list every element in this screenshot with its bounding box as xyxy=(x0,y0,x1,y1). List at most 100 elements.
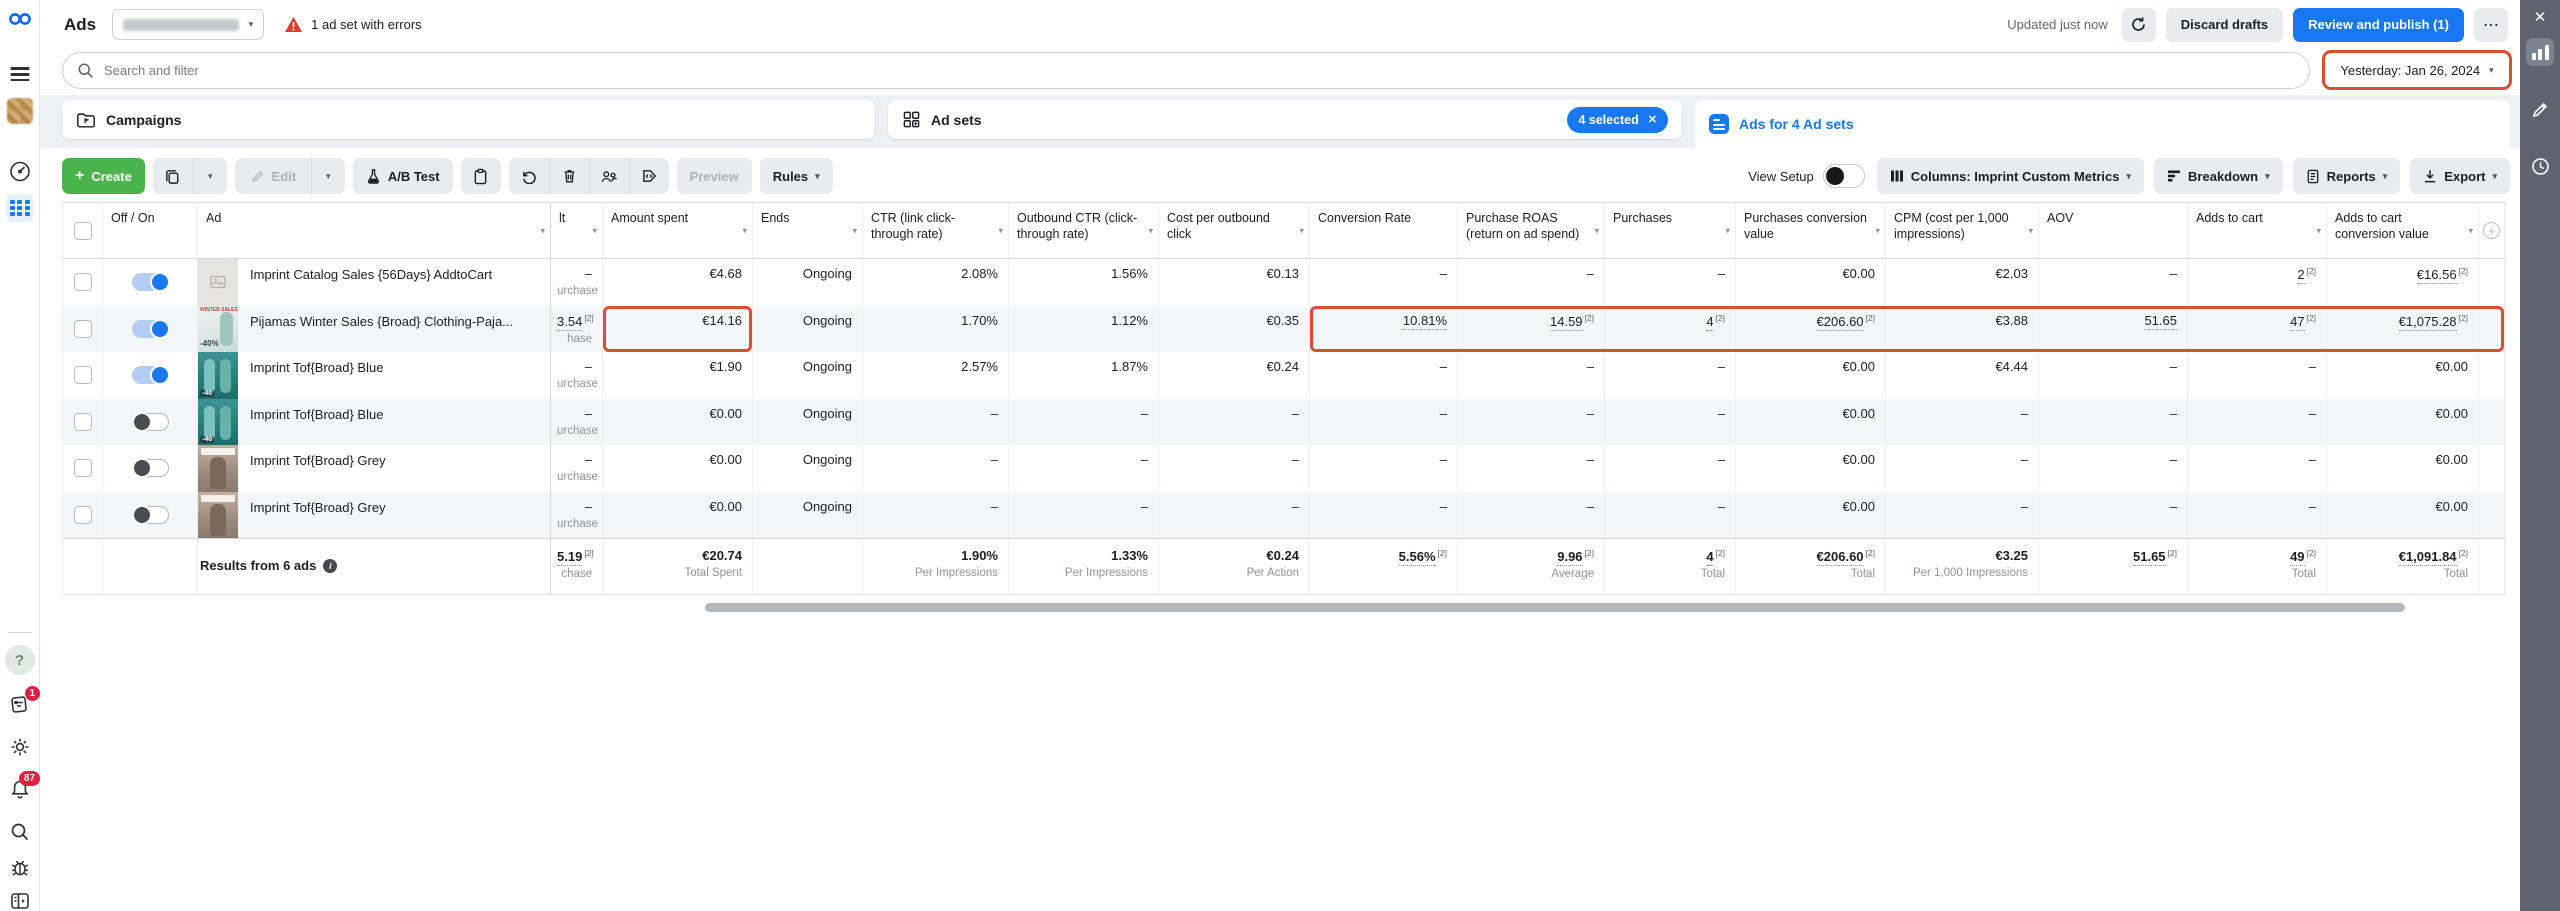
close-icon[interactable]: ✕ xyxy=(2533,9,2547,26)
ad-name[interactable]: Imprint Tof{Broad} Grey xyxy=(250,499,386,515)
metric-value[interactable]: 4 xyxy=(1706,549,1714,567)
header-cell-ctr[interactable]: CTR (link click-through rate) ▾ xyxy=(863,203,1009,258)
clear-selection-icon[interactable]: ✕ xyxy=(1647,114,1657,126)
reports-button[interactable]: Reports ▾ xyxy=(2292,158,2401,194)
collapse-panel-icon[interactable] xyxy=(9,891,31,911)
header-cell-cpm[interactable]: CPM (cost per 1,000 impressions) ▾ xyxy=(1886,203,2039,258)
preview-button[interactable]: Preview xyxy=(676,158,752,194)
header-cell-amount[interactable]: Amount spent ▾ xyxy=(603,203,753,258)
tab-campaigns[interactable]: Campaigns xyxy=(62,100,875,139)
ad-name[interactable]: Imprint Tof{Broad} Blue xyxy=(250,406,384,422)
sort-chevron-icon[interactable]: ▾ xyxy=(1148,224,1153,235)
sort-chevron-icon[interactable]: ▾ xyxy=(2028,224,2033,235)
row-checkbox[interactable] xyxy=(73,459,92,478)
metric-value[interactable]: €206.60 xyxy=(1816,549,1864,567)
tab-ad-sets[interactable]: Ad sets 4 selected ✕ xyxy=(888,100,1682,139)
add-column-icon[interactable]: + xyxy=(2483,222,2500,239)
campaigns-nav-icon[interactable] xyxy=(5,194,34,222)
ad-thumbnail[interactable]: -40 xyxy=(198,352,238,399)
create-button[interactable]: + Create xyxy=(62,158,145,194)
metric-value[interactable]: 51.65 xyxy=(2133,549,2166,567)
updates-icon[interactable]: 1 xyxy=(9,686,40,715)
sort-chevron-icon[interactable]: ▾ xyxy=(1594,224,1599,235)
header-cell-ad[interactable]: Ad ▾ xyxy=(198,203,551,258)
header-cell-adds_to_cart[interactable]: Adds to cart ▾ xyxy=(2188,203,2327,258)
header-cell-cut[interactable]: lt ▾ xyxy=(551,203,603,258)
menu-icon[interactable] xyxy=(10,64,29,85)
metric-value[interactable]: €206.60 xyxy=(1816,313,1864,331)
account-overview-icon[interactable] xyxy=(8,160,31,183)
header-cell-roas[interactable]: Purchase ROAS (return on ad spend) ▾ xyxy=(1458,203,1605,258)
more-options-button[interactable]: ⋯ xyxy=(2474,7,2508,42)
header-cell-adds_value[interactable]: Adds to cart conversion value ▾ xyxy=(2327,203,2479,258)
metric-value[interactable]: 5.19 xyxy=(557,549,583,567)
metric-value[interactable]: 3.54 xyxy=(557,313,583,331)
sort-chevron-icon[interactable]: ▾ xyxy=(2468,224,2473,235)
header-cell-purchases_value[interactable]: Purchases conversion value ▾ xyxy=(1736,203,1886,258)
metric-value[interactable]: 10.81% xyxy=(1402,312,1447,330)
delete-button[interactable] xyxy=(548,158,589,194)
history-clock-icon[interactable] xyxy=(2530,156,2551,177)
ad-name[interactable]: Imprint Tof{Broad} Grey xyxy=(250,453,386,468)
ad-thumbnail[interactable] xyxy=(198,491,238,538)
metric-value[interactable]: €1,075.28 xyxy=(2398,313,2457,331)
header-cell-outbound_ctr[interactable]: Outbound CTR (click-through rate) ▾ xyxy=(1009,203,1159,258)
metric-value[interactable]: 49 xyxy=(2290,549,2305,567)
sort-chevron-icon[interactable]: ▾ xyxy=(592,224,597,235)
info-icon[interactable]: i xyxy=(323,558,338,573)
metric-value[interactable]: 47 xyxy=(2290,313,2305,331)
undo-button[interactable] xyxy=(509,158,549,194)
review-publish-button[interactable]: Review and publish (1) xyxy=(2293,7,2464,42)
header-checkbox[interactable] xyxy=(73,221,92,240)
header-cell-aov[interactable]: AOV xyxy=(2039,203,2188,258)
sort-chevron-icon[interactable]: ▾ xyxy=(742,224,747,235)
notifications-bell-icon[interactable]: 87 xyxy=(9,771,40,800)
ad-thumbnail[interactable]: WINTER SALES -40% xyxy=(198,305,238,352)
ad-name[interactable]: Pijamas Winter Sales {Broad} Clothing-Pa… xyxy=(250,313,514,329)
edit-panel-icon[interactable] xyxy=(2530,100,2550,120)
breakdown-button[interactable]: Breakdown ▾ xyxy=(2154,158,2283,194)
refresh-button[interactable] xyxy=(2121,7,2156,42)
selected-filter-pill[interactable]: 4 selected ✕ xyxy=(1567,106,1668,133)
audience-button[interactable] xyxy=(588,158,629,194)
metric-value[interactable]: 51.65 xyxy=(2144,312,2177,330)
row-checkbox[interactable] xyxy=(73,505,92,524)
error-banner[interactable]: 1 ad set with errors xyxy=(284,16,422,33)
metric-value[interactable]: 5.56% xyxy=(1398,549,1436,567)
metric-value[interactable]: 14.59 xyxy=(1550,313,1583,331)
sort-chevron-icon[interactable]: ▾ xyxy=(998,224,1003,235)
ad-toggle[interactable] xyxy=(131,504,169,525)
export-button[interactable]: Export ▾ xyxy=(2410,158,2510,194)
ad-toggle[interactable] xyxy=(131,411,169,432)
horizontal-scrollbar[interactable] xyxy=(705,603,2405,612)
settings-gear-icon[interactable] xyxy=(9,736,31,758)
header-cell-cost_outbound[interactable]: Cost per outbound click ▾ xyxy=(1159,203,1310,258)
ad-toggle[interactable] xyxy=(131,318,170,339)
row-checkbox[interactable] xyxy=(73,412,92,431)
edit-options-chevron[interactable]: ▾ xyxy=(310,158,345,194)
row-checkbox[interactable] xyxy=(73,319,92,338)
duplicate-button[interactable] xyxy=(153,158,193,194)
ad-name[interactable]: Imprint Catalog Sales {56Days} AddtoCart xyxy=(250,267,493,282)
tab-ads[interactable]: Ads for 4 Ad sets xyxy=(1695,100,2510,148)
date-range-picker[interactable]: Yesterday: Jan 26, 2024 ▾ xyxy=(2322,50,2512,90)
ab-test-button[interactable]: A/B Test xyxy=(352,158,453,194)
help-button[interactable]: ? xyxy=(4,645,35,675)
account-avatar[interactable] xyxy=(6,98,33,124)
row-checkbox[interactable] xyxy=(73,366,92,385)
header-cell-purchases[interactable]: Purchases ▾ xyxy=(1605,203,1736,258)
metric-value[interactable]: €1,091.84 xyxy=(2398,549,2457,567)
row-checkbox[interactable] xyxy=(73,273,92,292)
sort-chevron-icon[interactable]: ▾ xyxy=(540,224,545,235)
sort-chevron-icon[interactable]: ▾ xyxy=(2316,224,2321,235)
pixel-tag-button[interactable] xyxy=(628,158,669,194)
sort-chevron-icon[interactable]: ▾ xyxy=(852,224,857,235)
header-cell-select[interactable] xyxy=(63,203,103,258)
rules-button[interactable]: Rules ▾ xyxy=(759,158,833,194)
sort-chevron-icon[interactable]: ▾ xyxy=(1299,224,1304,235)
header-cell-plus[interactable]: + xyxy=(2479,203,2505,258)
header-cell-conv_rate[interactable]: Conversion Rate xyxy=(1310,203,1458,258)
ad-toggle[interactable] xyxy=(131,458,169,479)
charts-panel-icon[interactable] xyxy=(2526,38,2554,66)
search-input[interactable] xyxy=(104,63,2295,78)
